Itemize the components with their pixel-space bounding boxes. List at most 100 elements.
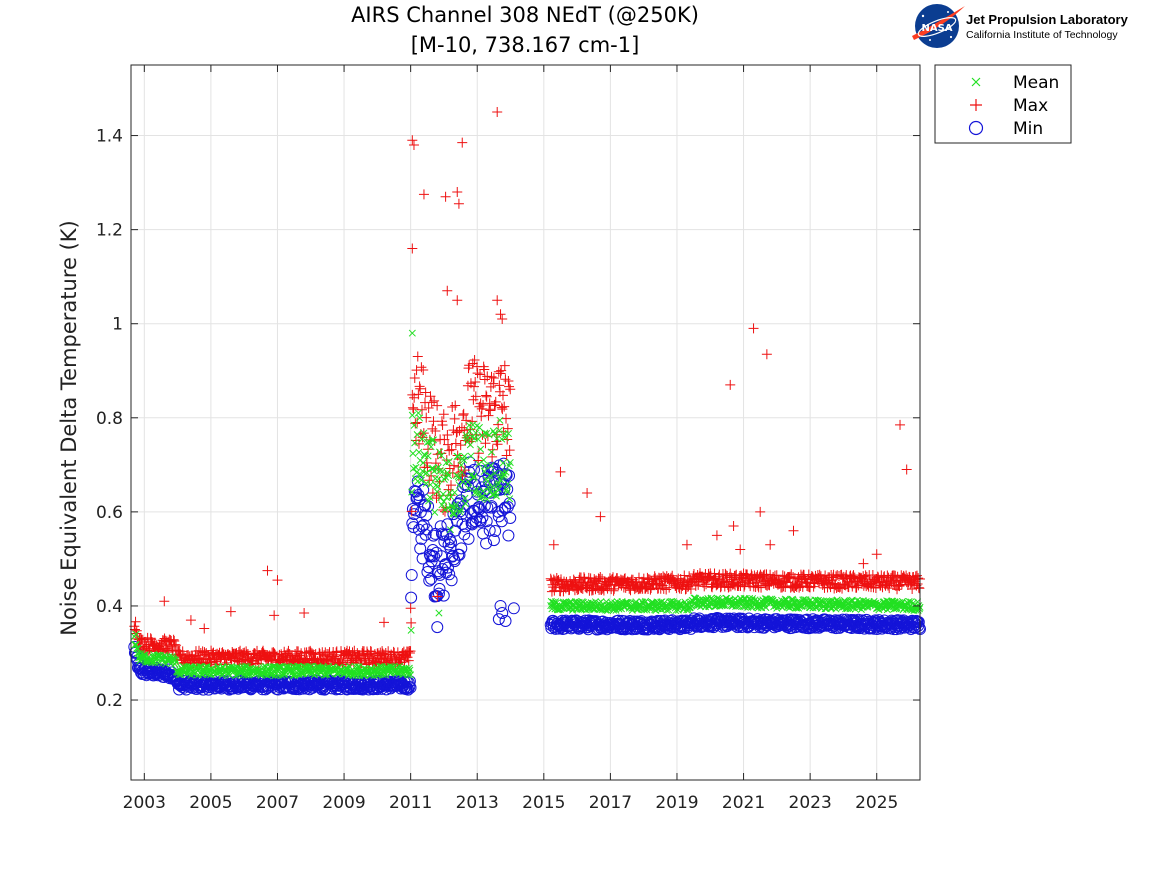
mean-marker: [506, 458, 514, 467]
max-marker: [268, 647, 279, 658]
max-marker: [704, 572, 715, 583]
mean-marker: [233, 663, 241, 671]
max-marker: [595, 572, 606, 583]
mean-marker: [681, 598, 689, 606]
mean-marker: [140, 651, 148, 659]
max-marker: [453, 461, 464, 472]
mean-marker: [423, 469, 431, 477]
mean-marker: [486, 472, 494, 480]
max-marker: [488, 372, 499, 383]
max-marker: [472, 368, 483, 379]
mean-marker: [424, 452, 432, 460]
max-marker: [305, 647, 316, 658]
min-marker: [503, 469, 516, 482]
max-outlier-marker: [269, 610, 280, 621]
y-tick-label: 0.2: [96, 691, 123, 711]
max-marker: [485, 405, 496, 416]
mean-marker: [345, 662, 354, 670]
y-tick-label: 0.4: [96, 597, 123, 617]
min-marker: [438, 535, 451, 548]
max-outlier-marker: [765, 539, 776, 550]
min-marker: [458, 528, 471, 541]
mean-marker: [886, 601, 894, 610]
mean-outlier-marker: [435, 609, 443, 617]
min-marker: [489, 525, 502, 538]
min-marker: [478, 499, 491, 512]
max-marker: [502, 423, 513, 434]
mean-marker: [407, 626, 415, 634]
mean-marker: [492, 489, 500, 497]
min-outlier-marker: [431, 621, 444, 634]
max-outlier-marker: [379, 617, 390, 628]
min-marker: [448, 555, 461, 568]
mean-marker: [446, 526, 454, 534]
max-outlier-marker: [418, 189, 429, 200]
max-marker: [439, 506, 450, 517]
y-tick-label: 1.4: [96, 127, 123, 147]
max-outlier-marker: [452, 295, 463, 306]
chart-title: AIRS Channel 308 NEdT (@250K): [351, 3, 699, 27]
mean-marker: [423, 438, 431, 446]
max-outlier-marker: [492, 295, 503, 306]
mean-marker: [406, 671, 415, 679]
max-marker: [403, 655, 414, 666]
mean-marker: [432, 481, 440, 489]
mean-marker: [440, 498, 448, 506]
mean-marker: [487, 448, 496, 456]
min-marker: [415, 532, 428, 545]
min-marker: [411, 491, 424, 504]
mean-marker: [492, 492, 500, 500]
max-marker: [455, 440, 466, 451]
mean-marker: [690, 594, 698, 602]
mean-marker: [445, 472, 453, 480]
max-marker: [483, 410, 494, 421]
max-marker: [499, 401, 510, 412]
mean-marker: [484, 477, 492, 485]
mean-marker: [246, 670, 254, 678]
max-outlier-marker: [711, 530, 722, 541]
max-marker: [481, 391, 492, 402]
mean-marker: [426, 493, 434, 501]
max-outlier-marker: [299, 608, 310, 619]
min-marker: [405, 569, 418, 582]
max-marker: [733, 579, 744, 590]
min-marker: [476, 511, 489, 524]
min-marker: [503, 497, 516, 510]
legend-label-max: Max: [1013, 96, 1048, 116]
max-marker: [851, 582, 862, 593]
mean-marker: [455, 474, 463, 482]
max-marker: [442, 429, 453, 440]
mean-marker: [431, 508, 439, 516]
max-marker: [458, 408, 469, 419]
mean-marker: [420, 429, 428, 437]
max-marker: [406, 617, 417, 628]
x-tick-label: 2015: [522, 793, 565, 813]
max-marker: [470, 391, 481, 402]
mean-marker: [495, 426, 503, 435]
mean-marker: [461, 500, 470, 508]
max-marker: [169, 639, 180, 650]
mean-marker: [472, 485, 480, 493]
nasa-badge-text: NASA: [921, 23, 952, 34]
plot-area: [131, 65, 920, 780]
max-outlier-marker: [555, 466, 566, 477]
max-marker: [484, 398, 495, 409]
max-outlier-marker: [748, 323, 759, 334]
data-markers: [128, 107, 926, 696]
min-marker: [502, 529, 515, 542]
max-marker: [736, 570, 747, 581]
max-outlier-marker: [681, 539, 692, 550]
x-tick-label: 2017: [589, 793, 632, 813]
max-outlier-marker: [871, 549, 882, 560]
max-marker: [234, 656, 245, 667]
min-marker: [403, 680, 416, 693]
mean-marker: [553, 606, 561, 614]
legend-marker-min: [968, 120, 984, 136]
max-marker: [782, 577, 793, 588]
max-marker: [430, 458, 441, 469]
max-marker: [269, 648, 280, 659]
max-marker: [446, 444, 457, 455]
max-outlier-marker: [728, 520, 739, 531]
min-marker: [321, 678, 334, 691]
